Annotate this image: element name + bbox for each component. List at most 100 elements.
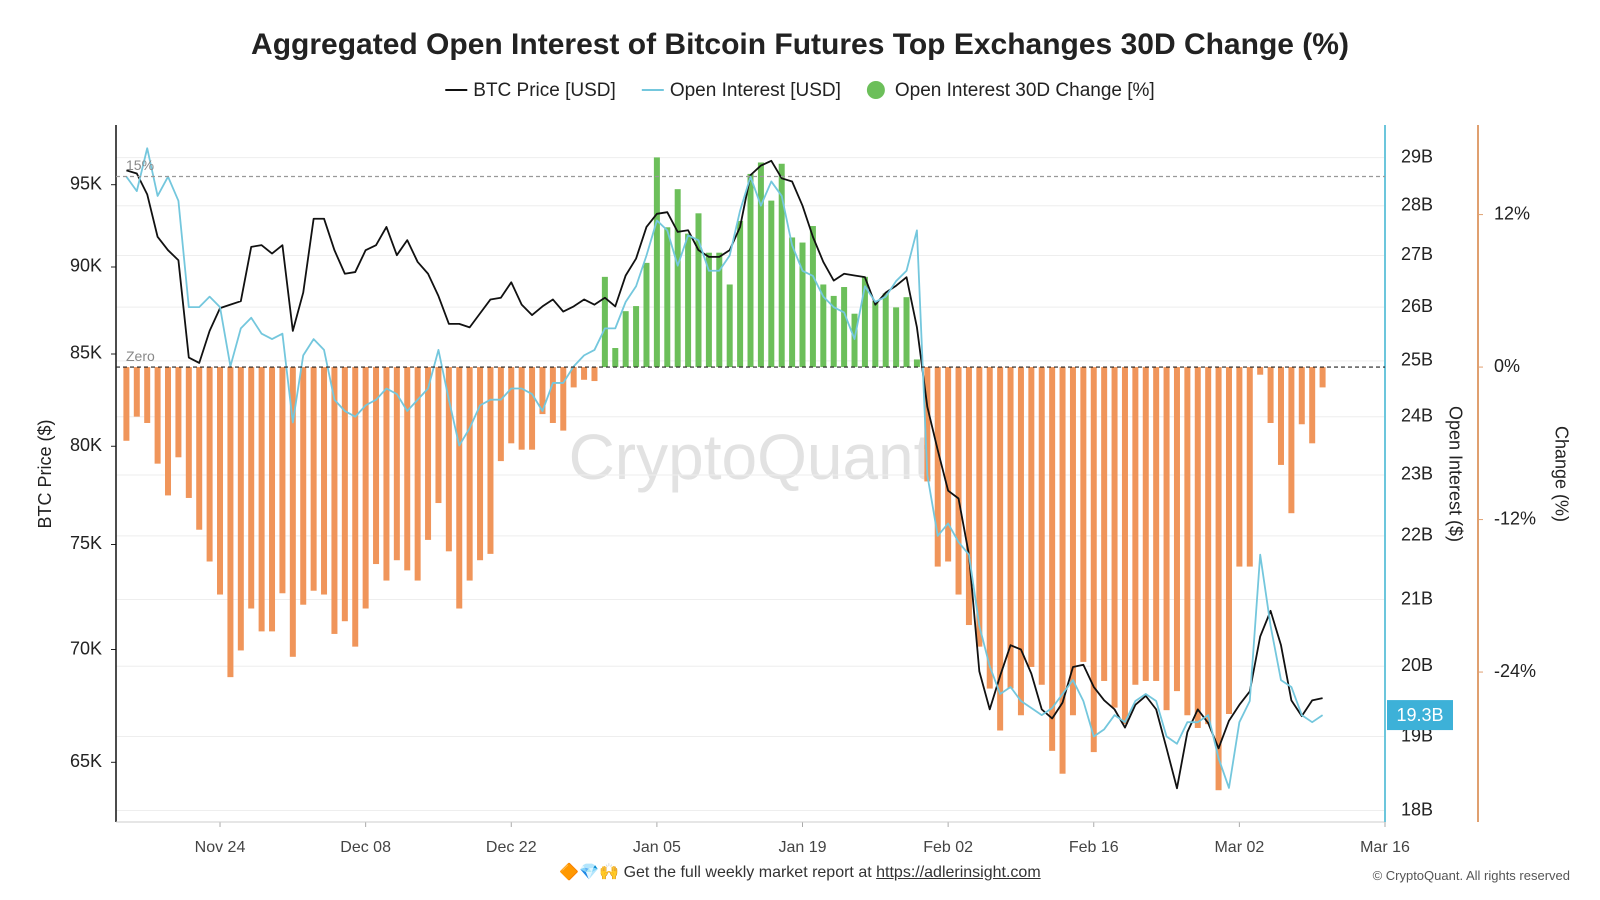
y2-tick-label: 23B [1401, 464, 1433, 484]
bar [851, 313, 858, 368]
bar [757, 162, 764, 368]
y2-tick-label: 21B [1401, 588, 1433, 608]
bar [924, 367, 931, 482]
bar [1017, 367, 1024, 716]
bar [1090, 367, 1097, 753]
bar [456, 367, 463, 609]
bar [1257, 367, 1264, 375]
bar [872, 300, 879, 368]
x-tick-label: Mar 02 [1214, 839, 1264, 856]
bar [1069, 367, 1076, 716]
y2-tick-label: 27B [1401, 244, 1433, 264]
bar [1049, 367, 1056, 751]
y3-tick-label: -24% [1494, 661, 1536, 681]
x-tick-label: Feb 16 [1069, 839, 1119, 856]
reference-label: 15% [126, 157, 154, 173]
bar [144, 367, 151, 423]
bar [497, 367, 504, 462]
bar [1007, 367, 1014, 689]
bar [685, 233, 692, 368]
bar [435, 367, 442, 504]
bar [227, 367, 234, 678]
x-tick-label: Dec 08 [340, 839, 391, 856]
bar [414, 367, 421, 581]
bar [778, 163, 785, 368]
bar [622, 311, 629, 368]
bar [820, 284, 827, 368]
bar [1121, 367, 1128, 725]
reference-label: Zero [126, 348, 155, 364]
bar [560, 367, 567, 431]
bar [321, 367, 328, 595]
y-tick-label: 95K [70, 173, 102, 193]
x-tick-label: Jan 19 [778, 839, 826, 856]
bar [913, 359, 920, 368]
bar [487, 367, 494, 554]
bar [289, 367, 296, 657]
bar [352, 367, 359, 647]
legend-swatch [866, 81, 885, 99]
bar [664, 227, 671, 368]
bar [1101, 367, 1108, 681]
legend-label: Open Interest [USD] [670, 80, 841, 101]
footer-link[interactable]: https://adlerinsight.com [876, 864, 1041, 881]
y2-tick-label: 20B [1401, 655, 1433, 675]
current-value-label: 19.3B [1396, 705, 1443, 725]
bar [466, 367, 473, 581]
y2-tick-label: 28B [1401, 194, 1433, 214]
bar [1319, 367, 1326, 388]
line [125, 147, 1324, 789]
bar [373, 367, 380, 565]
legend-label: BTC Price [USD] [473, 80, 616, 101]
bar [934, 367, 941, 567]
x-tick-label: Nov 24 [195, 839, 246, 856]
bar [1184, 367, 1191, 716]
bar [154, 367, 161, 464]
bar [206, 367, 213, 562]
bar [726, 284, 733, 368]
bar [331, 367, 338, 634]
bar [1277, 367, 1284, 465]
bar [133, 367, 140, 417]
bar [1142, 367, 1149, 681]
bar [529, 367, 536, 450]
bar [768, 200, 775, 368]
bar [633, 306, 640, 368]
bar [882, 293, 889, 368]
bar [341, 367, 348, 622]
bar [393, 367, 400, 561]
bar [1194, 367, 1201, 728]
bar [185, 367, 192, 498]
y2-tick-label: 25B [1401, 350, 1433, 370]
bar [1236, 367, 1243, 567]
watermark: CryptoQuant [569, 421, 932, 493]
bar [539, 367, 546, 415]
footer-icons: 🔶💎🙌 [559, 864, 620, 881]
bar [477, 367, 484, 561]
bar [258, 367, 265, 632]
bar [570, 367, 577, 388]
bar [518, 367, 525, 450]
footer-text: Get the full weekly market report at [623, 864, 872, 881]
y3-tick-label: 0% [1494, 356, 1520, 376]
bar [383, 367, 390, 581]
bar [976, 367, 983, 647]
legend: BTC Price [USD] Open Interest [USD] Open I… [445, 80, 1155, 101]
bar [861, 276, 868, 368]
y-tick-label: 65K [70, 751, 102, 771]
bar [1163, 367, 1170, 711]
bar [653, 157, 660, 368]
bar [591, 367, 598, 382]
bar [830, 295, 837, 368]
bar [508, 367, 515, 444]
bar [716, 252, 723, 368]
y2-tick-label: 22B [1401, 525, 1433, 545]
y2-tick-label: 29B [1401, 146, 1433, 166]
bar [705, 252, 712, 368]
bar [445, 367, 452, 552]
x-tick-label: Mar 16 [1360, 839, 1410, 856]
bar [955, 367, 962, 595]
y3-tick-label: -12% [1494, 508, 1536, 528]
